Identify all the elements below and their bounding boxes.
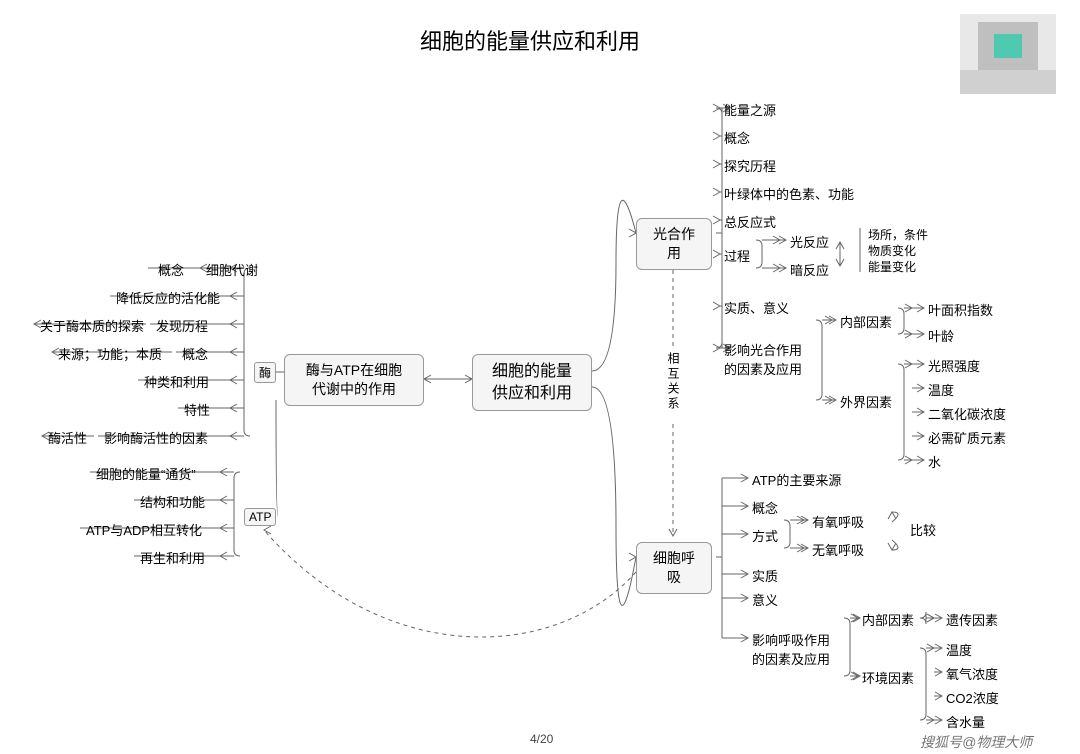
photo-sub: 光反应 [790,232,829,251]
photo-item: 概念 [724,128,750,147]
node-center: 细胞的能量 供应和利用 [472,354,592,411]
relation-label: 相互关系 [665,352,682,412]
photo-sub: 暗反应 [790,260,829,279]
tag-atp: ATP [244,508,276,526]
resp-leaf: 温度 [946,640,972,659]
node-resp: 细胞呼吸 [636,542,712,594]
enzyme-item: 种类和利用 [144,372,209,391]
photo-item: 实质、意义 [724,298,789,317]
photo-factor: 外界因素 [840,392,892,411]
logo-pixelated [960,14,1056,99]
photo-leaf: 二氧化碳浓度 [928,404,1006,423]
photo-item: 能量之源 [724,100,776,119]
atp-item: 结构和功能 [140,492,205,511]
resp-item: 概念 [752,498,778,517]
photo-item: 影响光合作用 的因素及应用 [724,340,802,378]
photo-leaf: 光照强度 [928,356,980,375]
enzyme-item-extra: 细胞代谢 [206,260,258,279]
mindmap-diagram: { "type": "mindmap", "page": { "title": … [0,0,1080,754]
enzyme-item: 降低反应的活化能 [116,288,220,307]
tag-enzyme: 酶 [254,362,276,383]
resp-compare: 比较 [910,520,936,539]
enzyme-item: 发现历程 [156,316,208,335]
resp-item: 实质 [752,566,778,585]
photo-note: 场所，条件 [868,226,928,243]
enzyme-item: 特性 [184,400,210,419]
photo-note: 物质变化 [868,242,916,259]
photo-leaf: 水 [928,452,941,471]
photo-leaf: 叶面积指数 [928,300,993,319]
watermark: 搜狐号@物理大师 [920,732,1032,752]
resp-item: 影响呼吸作用 的因素及应用 [752,630,830,668]
enzyme-item: 概念 [158,260,184,279]
photo-leaf: 必需矿质元素 [928,428,1006,447]
resp-sub: 无氧呼吸 [812,540,864,559]
atp-item: ATP与ADP相互转化 [86,520,202,539]
node-photo: 光合作用 [636,218,712,270]
photo-item: 总反应式 [724,212,776,231]
resp-sub: 有氧呼吸 [812,512,864,531]
atp-item: 细胞的能量“通货” [96,464,196,483]
photo-factor: 内部因素 [840,312,892,331]
enzyme-item-extra: 来源；功能；本质 [58,344,162,363]
resp-leaf: 含水量 [946,712,985,731]
resp-item: 意义 [752,590,778,609]
resp-leaf: 遗传因素 [946,610,998,629]
resp-factor: 内部因素 [862,610,914,629]
resp-item: ATP的主要来源 [752,470,841,489]
atp-item: 再生和利用 [140,548,205,567]
photo-leaf: 温度 [928,380,954,399]
photo-item: 过程 [724,246,750,265]
node-left: 酶与ATP在细胞 代谢中的作用 [284,354,424,406]
enzyme-item: 影响酶活性的因素 [104,428,208,447]
photo-item: 探究历程 [724,156,776,175]
photo-note: 能量变化 [868,258,916,275]
resp-leaf: 氧气浓度 [946,664,998,683]
photo-leaf: 叶龄 [928,326,954,345]
enzyme-item-extra: 酶活性 [48,428,87,447]
enzyme-item-extra: 关于酶本质的探索 [40,316,144,335]
resp-item: 方式 [752,526,778,545]
page-title: 细胞的能量供应和利用 [420,24,640,56]
enzyme-item: 概念 [182,344,208,363]
resp-factor: 环境因素 [862,668,914,687]
page-number: 4/20 [530,732,553,746]
resp-leaf: CO2浓度 [946,688,999,707]
photo-item: 叶绿体中的色素、功能 [724,184,854,203]
